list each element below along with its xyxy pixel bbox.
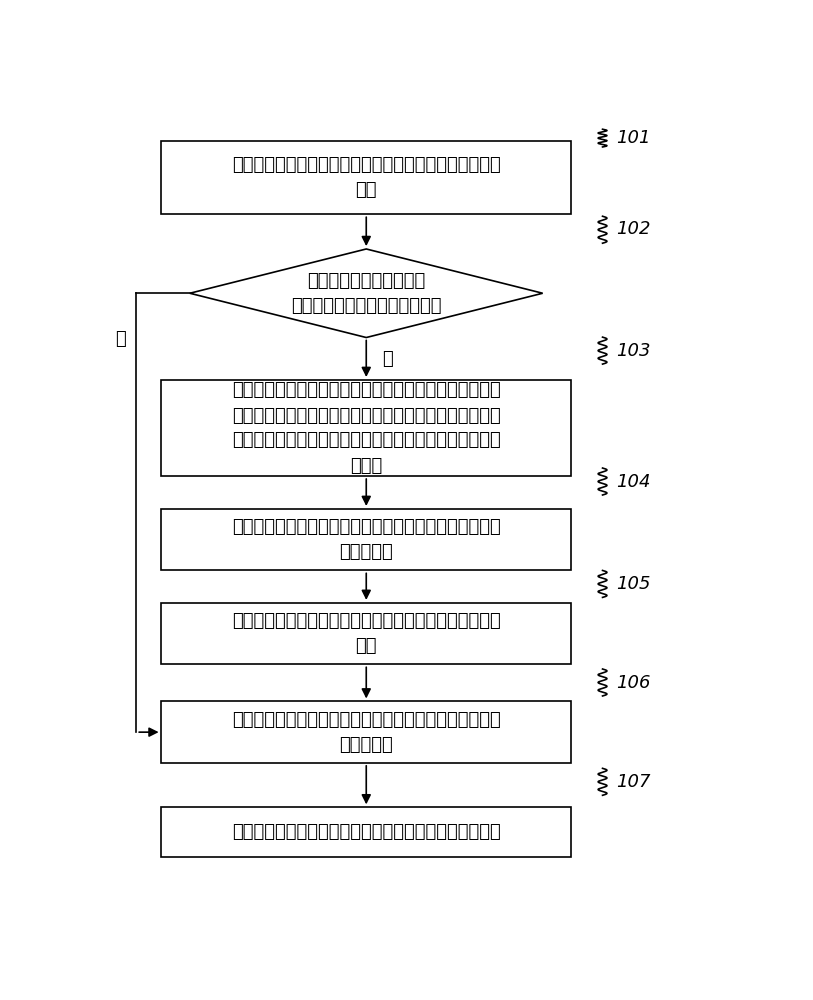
Text: 所述终端设备判断当前的
运动状态是否处于高速移动状态: 所述终端设备判断当前的 运动状态是否处于高速移动状态	[291, 272, 441, 315]
Text: 所述终端设备根据信号强度从所述小区切换列表中确定第
三目标小区: 所述终端设备根据信号强度从所述小区切换列表中确定第 三目标小区	[232, 711, 501, 754]
Text: 所述终端设备将当前的服务小区切换至所述第三目标小区: 所述终端设备将当前的服务小区切换至所述第三目标小区	[232, 823, 501, 841]
Polygon shape	[189, 249, 543, 338]
FancyBboxPatch shape	[162, 807, 571, 857]
Text: 是: 是	[382, 350, 393, 368]
Text: 104: 104	[616, 473, 651, 491]
Text: 105: 105	[616, 575, 651, 593]
Text: 102: 102	[616, 220, 651, 238]
Text: 107: 107	[616, 773, 651, 791]
Text: 所述终端设备根据信号强度从所述第一目标小区中确定第
二目标小区: 所述终端设备根据信号强度从所述第一目标小区中确定第 二目标小区	[232, 518, 501, 561]
Text: 101: 101	[616, 129, 651, 147]
FancyBboxPatch shape	[162, 141, 571, 214]
Text: 否: 否	[115, 330, 126, 348]
FancyBboxPatch shape	[162, 603, 571, 664]
FancyBboxPatch shape	[162, 380, 571, 476]
Text: 终端设备获取当前的服务小区对应的基站发送的小区切换
列表: 终端设备获取当前的服务小区对应的基站发送的小区切换 列表	[232, 156, 501, 199]
Text: 106: 106	[616, 674, 651, 692]
Text: 103: 103	[616, 342, 651, 360]
Text: 所述终端设备将所述当前的服务小区切换至所述第二目标
小区: 所述终端设备将所述当前的服务小区切换至所述第二目标 小区	[232, 612, 501, 655]
FancyBboxPatch shape	[162, 701, 571, 763]
FancyBboxPatch shape	[162, 509, 571, 570]
Text: 从所述小区切换列表中确定包含第一标识的小区为第一目
标小区；所述第一标识用于指示所述第一目标小区为高速
服务小区；所述高速服务小区为高铁轨道预置距离范围内
的小: 从所述小区切换列表中确定包含第一标识的小区为第一目 标小区；所述第一标识用于指示…	[232, 381, 501, 475]
